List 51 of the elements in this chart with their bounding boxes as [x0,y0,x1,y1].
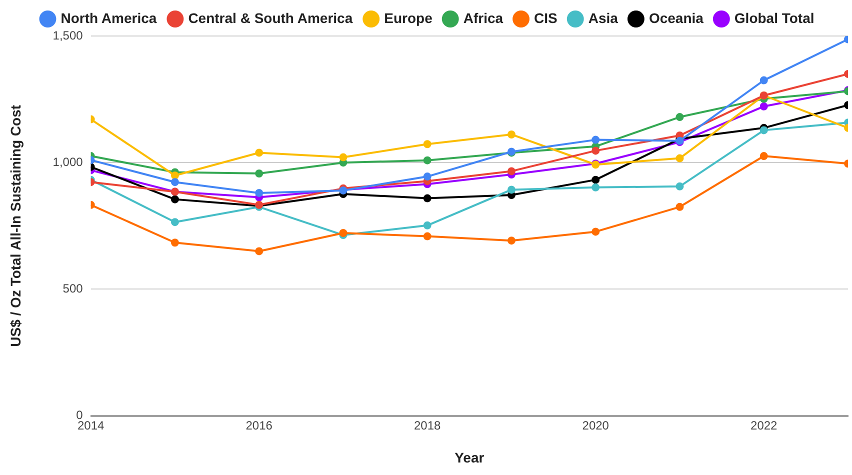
point [760,102,768,110]
legend-label: Global Total [734,10,814,26]
y-tick-label: 500 [62,282,84,296]
legend-label: CIS [534,10,558,26]
point [760,76,768,84]
legend-label: Europe [384,10,433,26]
point [592,176,600,184]
point [676,113,684,122]
point [423,140,432,148]
x-tick-label: 2016 [246,418,273,432]
legend-label: Africa [463,10,504,26]
point [255,169,264,178]
point [255,148,264,157]
point [339,228,348,237]
point [423,221,432,230]
point [760,152,768,160]
point [676,154,684,162]
legend-label: North America [60,10,157,26]
point [423,194,432,202]
point [170,178,179,186]
point [507,130,516,138]
point [170,195,179,204]
y-tick-label: 1,500 [52,28,84,42]
point [676,202,684,211]
y-tick-label: 1,000 [52,154,84,169]
point [507,167,516,176]
point [507,186,516,194]
point [255,188,264,197]
point [423,172,432,181]
point [170,238,179,247]
point [423,156,432,164]
point [170,172,179,180]
point [423,232,432,240]
legend-label: Asia [588,10,618,26]
legend-label: Oceania [648,10,704,26]
point [592,183,600,192]
point [592,228,600,236]
x-tick-label: 2018 [414,418,442,432]
point [592,136,600,144]
point [592,146,600,155]
x-tick-label: 2020 [582,418,610,432]
x-axis-title: Year [454,449,485,466]
point [676,182,684,190]
point [170,218,179,226]
point [760,126,768,134]
x-tick-label: 2022 [750,418,778,432]
y-axis-title: US$ / Oz Total All-In Sustaining Cost [7,104,24,347]
point [255,247,264,256]
point [339,153,348,162]
legend-label: Central & South America [188,10,353,26]
point [507,236,516,245]
